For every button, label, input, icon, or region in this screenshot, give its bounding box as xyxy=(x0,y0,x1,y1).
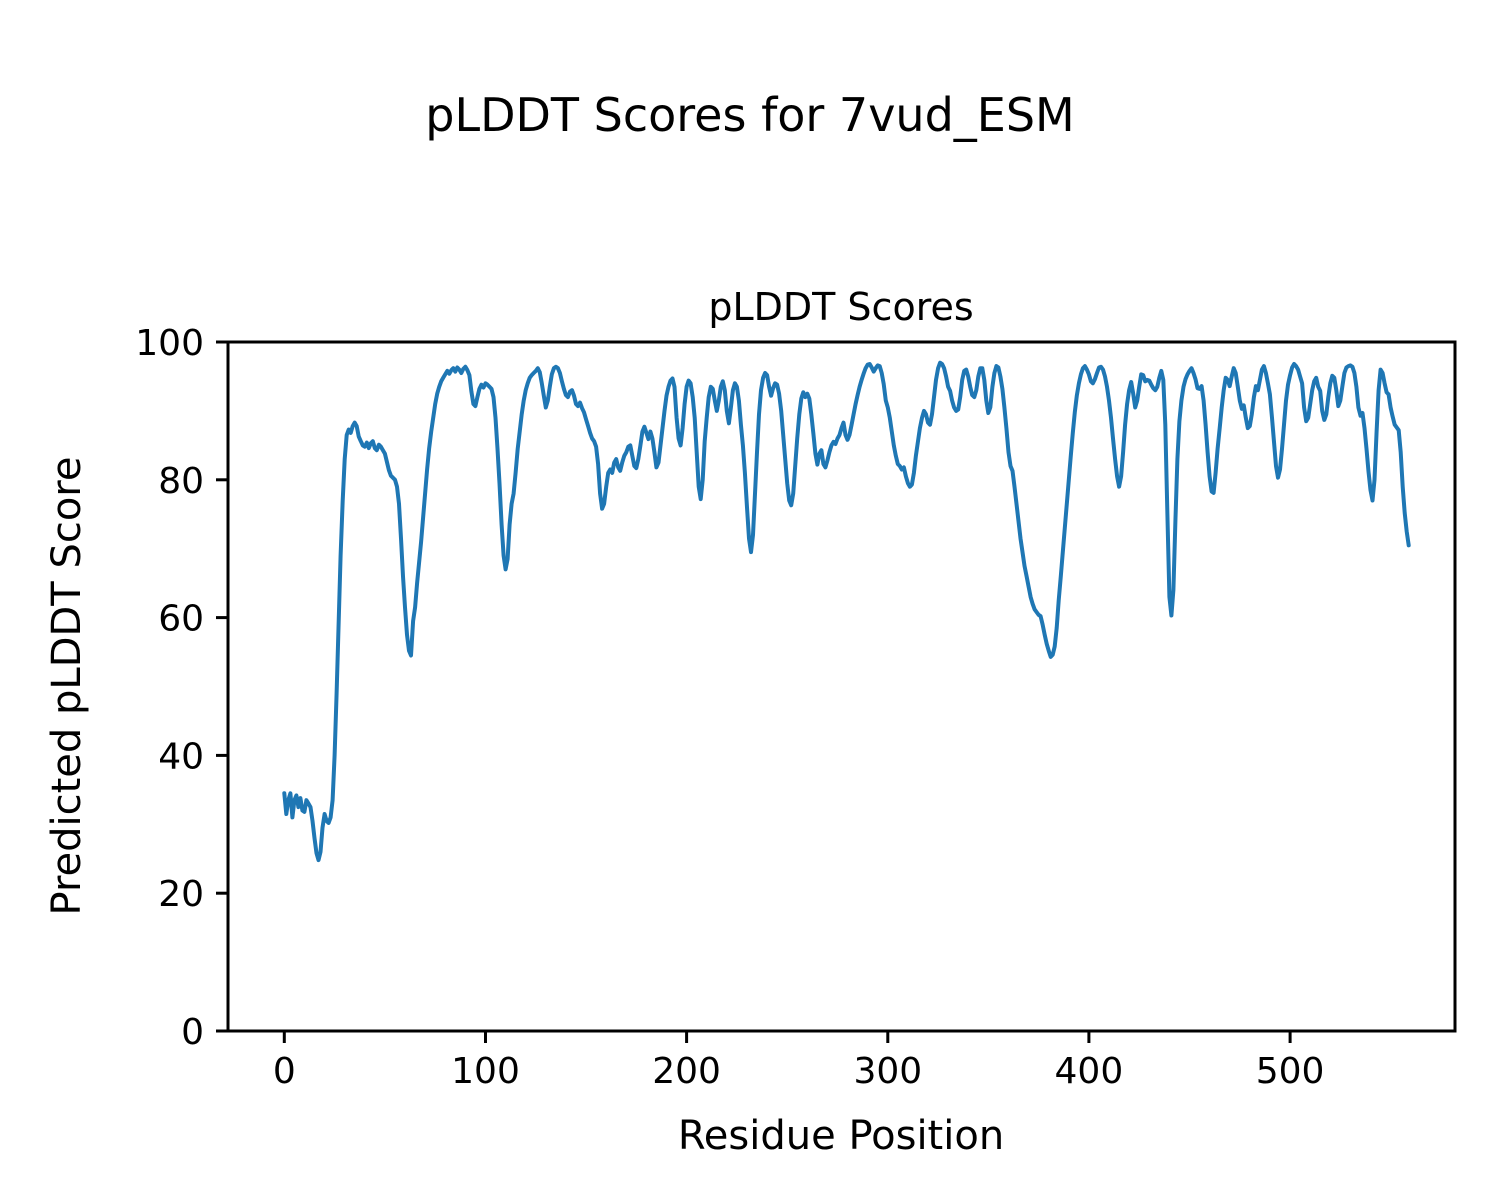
y-tick-label: 100 xyxy=(135,323,204,364)
x-tick-label: 300 xyxy=(853,1051,922,1092)
y-tick-label: 80 xyxy=(158,461,204,502)
y-tick-label: 20 xyxy=(158,874,204,915)
y-tick-label: 60 xyxy=(158,599,204,640)
axes-title: pLDDT Scores xyxy=(708,285,973,329)
axis-ticks: 0 100 200 300 400 500 0 20 40 60 80 100 xyxy=(135,323,1324,1092)
x-tick-label: 100 xyxy=(451,1051,520,1092)
x-tick-label: 200 xyxy=(652,1051,721,1092)
x-axis-label: Residue Position xyxy=(678,1113,1004,1159)
x-tick-label: 500 xyxy=(1256,1051,1325,1092)
y-tick-label: 0 xyxy=(181,1012,204,1053)
figure-title: pLDDT Scores for 7vud_ESM xyxy=(425,88,1074,142)
plddt-line xyxy=(282,360,1411,863)
axes-frame xyxy=(226,340,1457,1033)
x-tick-label: 400 xyxy=(1055,1051,1124,1092)
y-tick-label: 40 xyxy=(158,736,204,777)
y-axis-label: Predicted pLDDT Score xyxy=(44,457,90,916)
x-tick-label: 0 xyxy=(273,1051,296,1092)
